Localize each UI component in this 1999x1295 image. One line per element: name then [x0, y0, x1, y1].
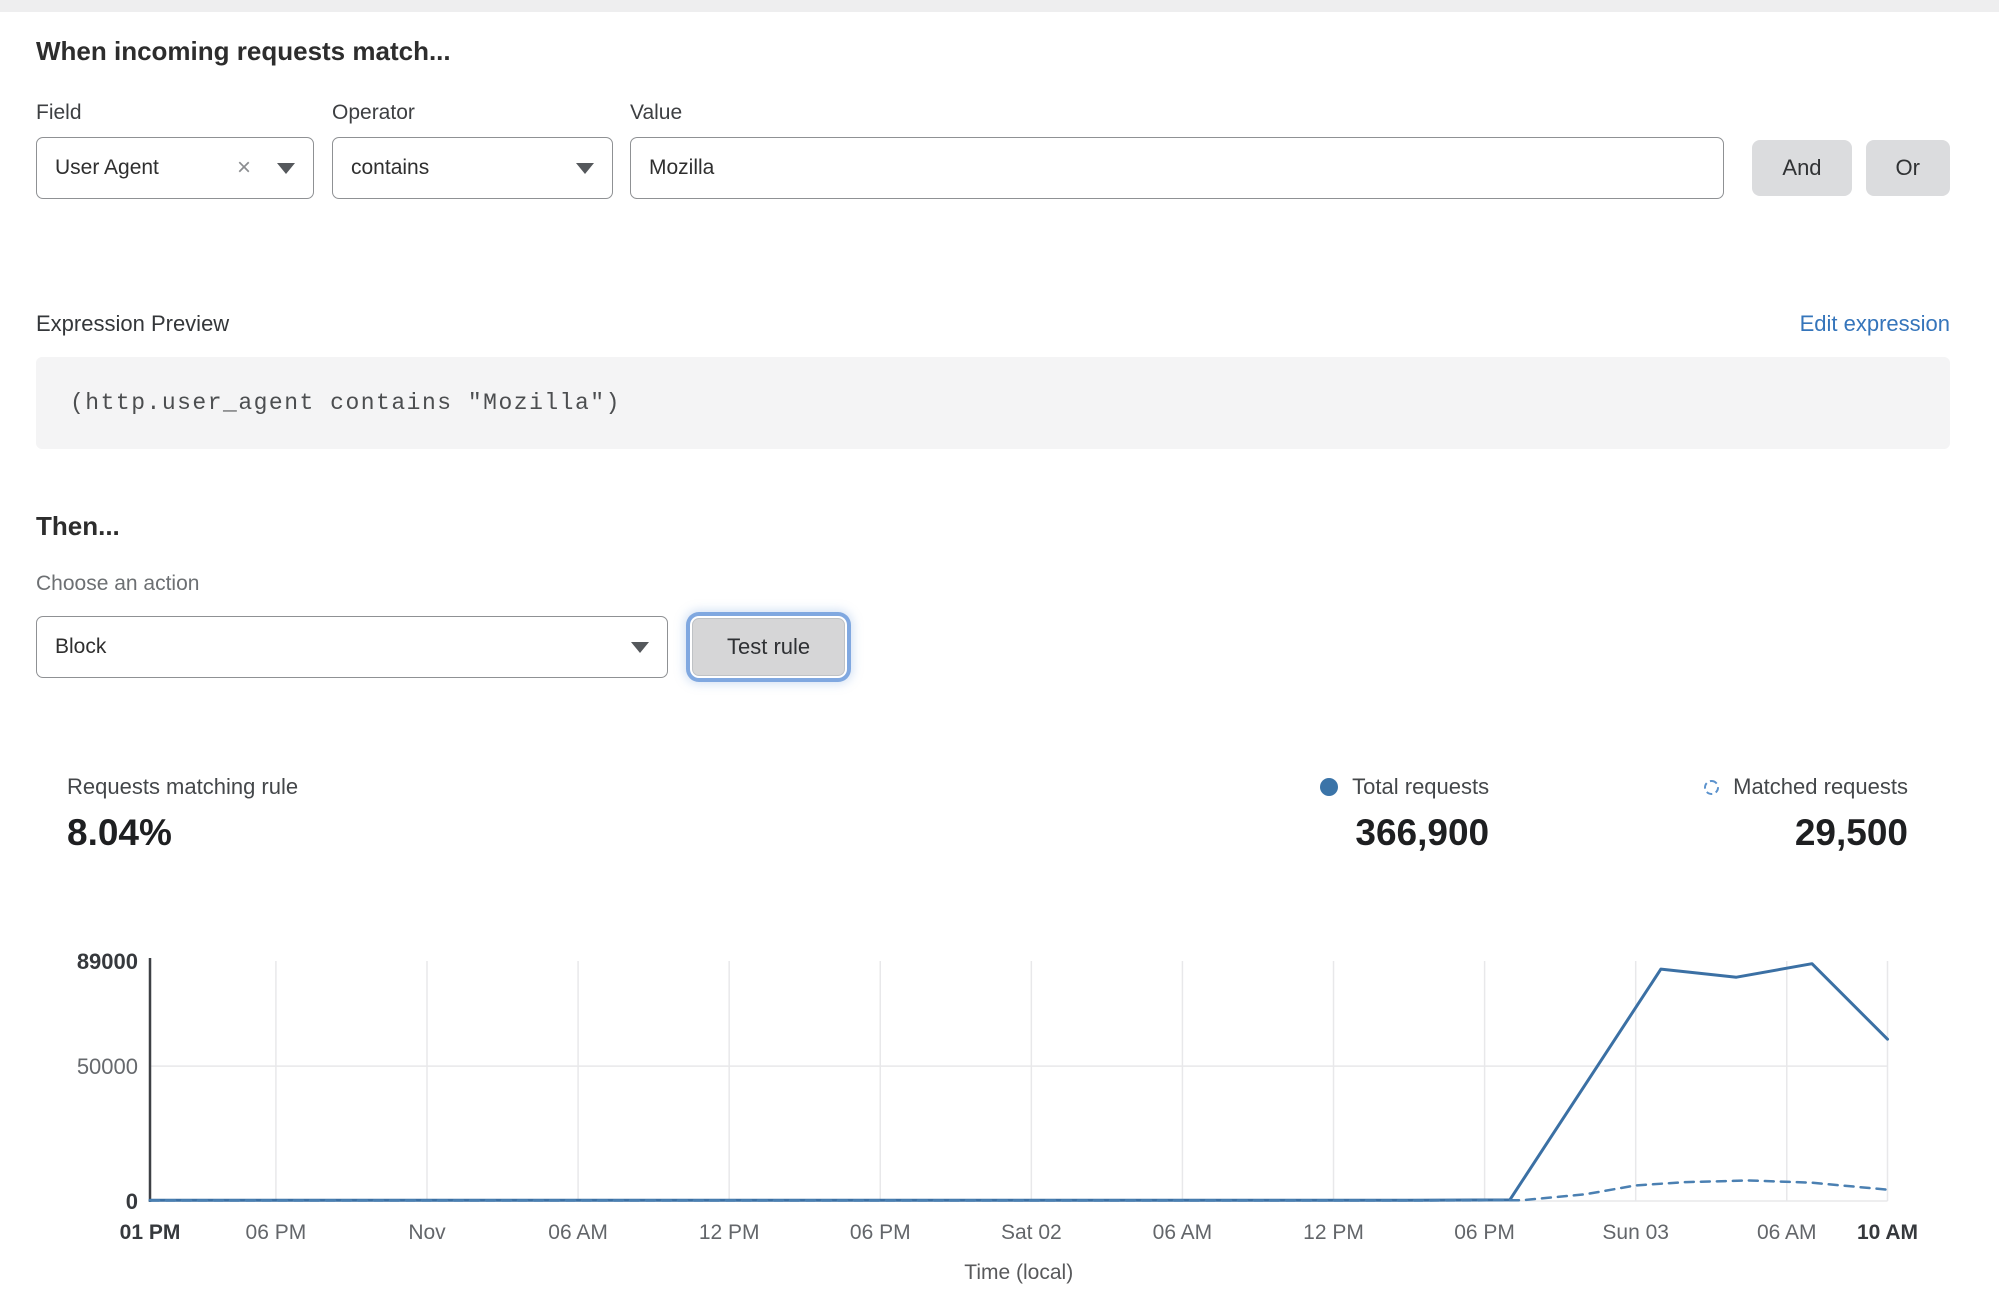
clear-field-icon[interactable]: × — [236, 154, 251, 181]
requests-matching-value: 8.04% — [67, 812, 172, 853]
chart-x-tick-label: 06 PM — [246, 1221, 307, 1244]
chart-x-tick-label: 06 AM — [1757, 1221, 1817, 1244]
top-edge-strip — [0, 0, 1999, 12]
rule-condition-row: Field User Agent × Operator contains Val… — [36, 101, 1950, 199]
chart-series-matched-requests — [148, 1179, 1889, 1202]
chart-x-tick-label: 01 PM — [120, 1221, 181, 1244]
matched-requests-label: Matched requests — [1733, 774, 1908, 799]
expression-preview-header: Expression Preview Edit expression — [36, 311, 1950, 337]
chart-x-tick-label: Sun 03 — [1602, 1221, 1669, 1244]
value-input[interactable] — [630, 137, 1725, 199]
field-column: Field User Agent × — [36, 101, 314, 199]
chart-x-axis-title: Time (local) — [964, 1261, 1073, 1284]
field-select-icons: × — [237, 156, 295, 180]
requests-matching-label: Requests matching rule — [67, 774, 299, 799]
chevron-down-icon — [277, 162, 295, 174]
and-button[interactable]: And — [1752, 140, 1852, 196]
chevron-down-icon — [576, 162, 594, 174]
connector-buttons: And Or — [1752, 140, 1950, 196]
chart-x-tick-label: 10 AM — [1857, 1221, 1918, 1244]
action-row: Block Test rule — [36, 616, 1950, 678]
total-requests-stat: Total requests 366,900 — [1320, 774, 1489, 854]
value-column: Value — [630, 101, 1725, 199]
requests-matching-stat: Requests matching rule 8.04% — [67, 774, 298, 854]
field-selected-value: User Agent — [55, 156, 159, 179]
chart-x-tick-label: 06 AM — [1153, 1221, 1213, 1244]
chart-x-tick-label: Sat 02 — [1001, 1221, 1062, 1244]
chart-x-tick-label: 06 PM — [850, 1221, 911, 1244]
rule-builder-panel: When incoming requests match... Field Us… — [0, 36, 1999, 1291]
operator-select[interactable]: contains — [332, 137, 613, 199]
operator-selected-value: contains — [351, 156, 430, 179]
matched-requests-value: 29,500 — [1794, 812, 1908, 853]
chart-y-tick-label: 50000 — [77, 1054, 138, 1079]
action-select[interactable]: Block — [36, 616, 668, 678]
chart-x-tick-label: 06 AM — [548, 1221, 608, 1244]
chart-y-tick-label: 0 — [126, 1189, 138, 1214]
expression-preview-label: Expression Preview — [36, 311, 230, 336]
chevron-down-icon — [631, 641, 649, 653]
edit-expression-link[interactable]: Edit expression — [1799, 311, 1950, 336]
or-button[interactable]: Or — [1865, 140, 1950, 196]
requests-chart-svg: 89000 50000 0 01 PM 06 PM Nov 06 AM 12 PM 06 PM S… — [77, 949, 1918, 1284]
then-heading: Then... — [36, 511, 120, 541]
total-requests-legend-icon — [1320, 778, 1339, 796]
when-requests-match-heading: When incoming requests match... — [36, 36, 451, 66]
total-requests-label: Total requests — [1352, 774, 1490, 799]
operator-column: Operator contains — [332, 101, 613, 199]
chart-x-tick-label: Nov — [408, 1221, 446, 1244]
expression-code: (http.user_agent contains "Mozilla") — [70, 390, 621, 416]
chart-x-tick-label: 12 PM — [699, 1221, 760, 1244]
chart-y-tick-label: 89000 — [77, 949, 138, 974]
field-select[interactable]: User Agent × — [36, 137, 314, 199]
chart-x-tick-label: 12 PM — [1303, 1221, 1364, 1244]
chart-x-tick-label: 06 PM — [1454, 1221, 1515, 1244]
chart-series-total-requests — [148, 962, 1889, 1202]
rule-stats-row: Requests matching rule 8.04% Total reque… — [36, 774, 1950, 854]
field-label: Field — [36, 101, 82, 124]
test-rule-button[interactable]: Test rule — [692, 618, 846, 676]
expression-preview-box: (http.user_agent contains "Mozilla") — [36, 357, 1950, 449]
action-selected-value: Block — [55, 635, 107, 658]
value-label: Value — [630, 101, 683, 124]
matched-requests-stat: Matched requests 29,500 — [1704, 774, 1908, 854]
choose-action-label: Choose an action — [36, 572, 200, 595]
requests-chart: 89000 50000 0 01 PM 06 PM Nov 06 AM 12 PM 06 PM S… — [36, 946, 1950, 1291]
total-requests-value: 366,900 — [1355, 812, 1490, 853]
matched-requests-legend-icon — [1704, 779, 1720, 795]
operator-label: Operator — [332, 101, 415, 124]
